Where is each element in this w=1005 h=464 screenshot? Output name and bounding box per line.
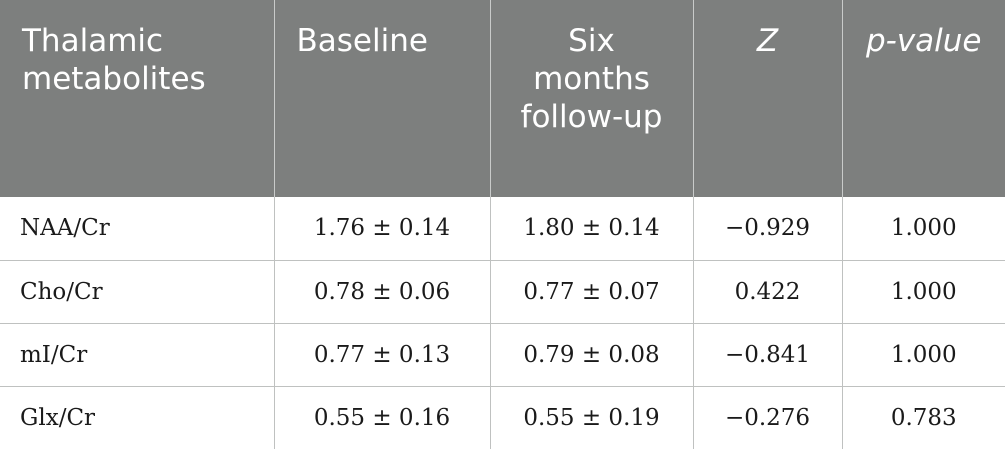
cell-followup: 1.80 ± 0.14 <box>489 197 694 261</box>
cell-baseline: 0.77 ± 0.13 <box>273 323 491 387</box>
table-header: Thalamic metabolites Baseline Six months… <box>0 0 1005 197</box>
header-six-months-follow-up: Six months follow-up <box>489 0 694 197</box>
cell-baseline: 1.76 ± 0.14 <box>273 197 491 261</box>
cell-z: −0.929 <box>692 197 843 261</box>
table-row: NAA/Cr 1.76 ± 0.14 1.80 ± 0.14 −0.929 1.… <box>0 197 1005 261</box>
header-p-value: p-value <box>841 0 1005 197</box>
header-z: Z <box>692 0 843 197</box>
cell-z: 0.422 <box>692 260 843 324</box>
header-baseline: Baseline <box>273 0 491 197</box>
cell-p-value: 0.783 <box>841 386 1005 449</box>
cell-metabolite: Glx/Cr <box>0 386 275 449</box>
header-p-value-text: p-value <box>865 23 982 59</box>
cell-followup: 0.77 ± 0.07 <box>489 260 694 324</box>
cell-z: −0.841 <box>692 323 843 387</box>
header-row: Thalamic metabolites Baseline Six months… <box>0 0 1005 197</box>
cell-baseline: 0.55 ± 0.16 <box>273 386 491 449</box>
cell-baseline: 0.78 ± 0.06 <box>273 260 491 324</box>
table-row: Glx/Cr 0.55 ± 0.16 0.55 ± 0.19 −0.276 0.… <box>0 386 1005 449</box>
cell-metabolite: mI/Cr <box>0 323 275 387</box>
cell-p-value: 1.000 <box>841 260 1005 324</box>
cell-followup: 0.55 ± 0.19 <box>489 386 694 449</box>
table-row: Cho/Cr 0.78 ± 0.06 0.77 ± 0.07 0.422 1.0… <box>0 260 1005 324</box>
header-thalamic-metabolites: Thalamic metabolites <box>0 0 275 197</box>
cell-metabolite: Cho/Cr <box>0 260 275 324</box>
table-body: NAA/Cr 1.76 ± 0.14 1.80 ± 0.14 −0.929 1.… <box>0 197 1005 449</box>
metabolites-table: Thalamic metabolites Baseline Six months… <box>0 0 1005 449</box>
table-row: mI/Cr 0.77 ± 0.13 0.79 ± 0.08 −0.841 1.0… <box>0 323 1005 387</box>
cell-metabolite: NAA/Cr <box>0 197 275 261</box>
cell-z: −0.276 <box>692 386 843 449</box>
cell-p-value: 1.000 <box>841 197 1005 261</box>
cell-p-value: 1.000 <box>841 323 1005 387</box>
cell-followup: 0.79 ± 0.08 <box>489 323 694 387</box>
